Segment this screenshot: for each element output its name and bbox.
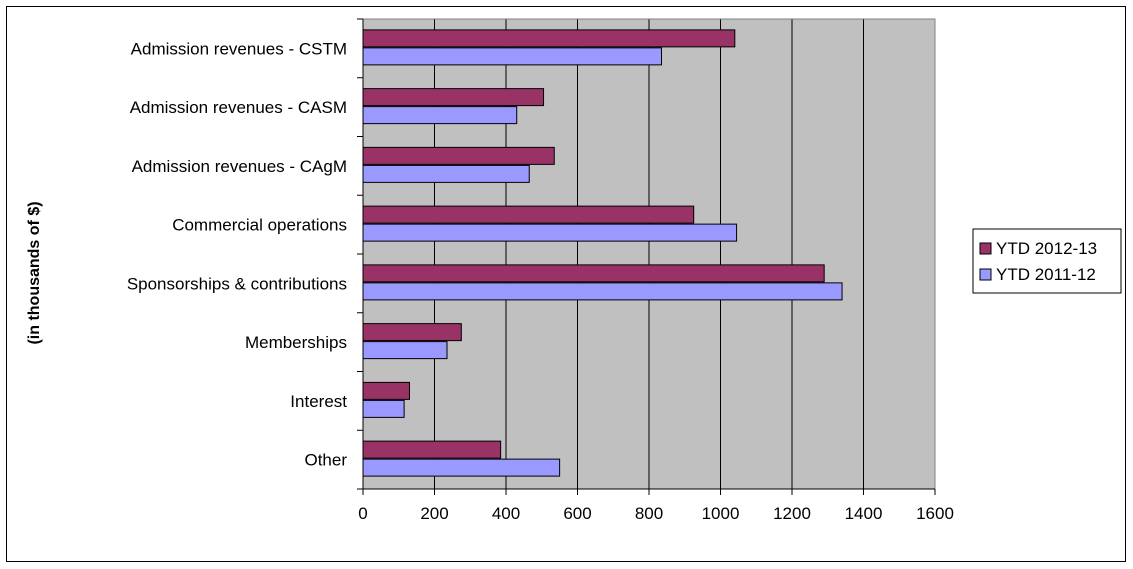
legend-label-ytd-2011-12: YTD 2011-12 [996, 265, 1096, 284]
category-label-1: Admission revenues - CASM [130, 98, 347, 117]
legend-box [972, 228, 1122, 294]
bar-ytd-2012-13-3[interactable] [362, 205, 695, 224]
bar-chart: (in thousands of $) Admission revenues -… [26, 18, 1122, 523]
x-tick-label-1200: 1200 [773, 504, 811, 523]
chart-frame: (in thousands of $) Admission revenues -… [6, 6, 1126, 562]
category-label-7: Other [304, 451, 347, 470]
bar-ytd-2012-13-0[interactable] [362, 29, 736, 48]
x-tick-label-1400: 1400 [845, 504, 883, 523]
x-tick-label-600: 600 [563, 504, 591, 523]
category-label-6: Interest [290, 392, 347, 411]
category-label-5: Memberships [245, 333, 347, 352]
bar-ytd-2011-12-1[interactable] [362, 106, 518, 125]
x-tick-label-800: 800 [635, 504, 663, 523]
category-label-4: Sponsorships & contributions [127, 274, 347, 293]
bar-ytd-2011-12-7[interactable] [362, 458, 561, 477]
bar-ytd-2012-13-2[interactable] [362, 146, 555, 165]
x-tick-label-400: 400 [492, 504, 520, 523]
legend-swatch-ytd-2011-12 [979, 268, 992, 281]
bar-ytd-2011-12-4[interactable] [362, 282, 843, 301]
y-axis-title: (in thousands of $) [26, 201, 43, 344]
bar-ytd-2011-12-5[interactable] [362, 341, 448, 360]
legend-label-ytd-2012-13: YTD 2012-13 [996, 239, 1097, 258]
x-tick-label-0: 0 [358, 504, 367, 523]
x-tick-label-1000: 1000 [702, 504, 740, 523]
x-tick-label-200: 200 [420, 504, 448, 523]
bar-ytd-2012-13-4[interactable] [362, 264, 825, 283]
bar-ytd-2012-13-6[interactable] [362, 381, 410, 400]
category-label-0: Admission revenues - CSTM [131, 39, 347, 58]
bar-ytd-2012-13-5[interactable] [362, 323, 462, 342]
legend-swatch-ytd-2012-13 [979, 242, 992, 255]
bar-ytd-2011-12-0[interactable] [362, 47, 663, 66]
category-label-2: Admission revenues - CAgM [132, 157, 347, 176]
bar-ytd-2011-12-6[interactable] [362, 399, 405, 418]
bar-ytd-2012-13-7[interactable] [362, 440, 502, 459]
bar-ytd-2011-12-2[interactable] [362, 164, 530, 183]
category-label-3: Commercial operations [172, 216, 347, 235]
bar-ytd-2011-12-3[interactable] [362, 223, 738, 242]
bar-ytd-2012-13-1[interactable] [362, 88, 545, 107]
x-tick-label-1600: 1600 [916, 504, 954, 523]
